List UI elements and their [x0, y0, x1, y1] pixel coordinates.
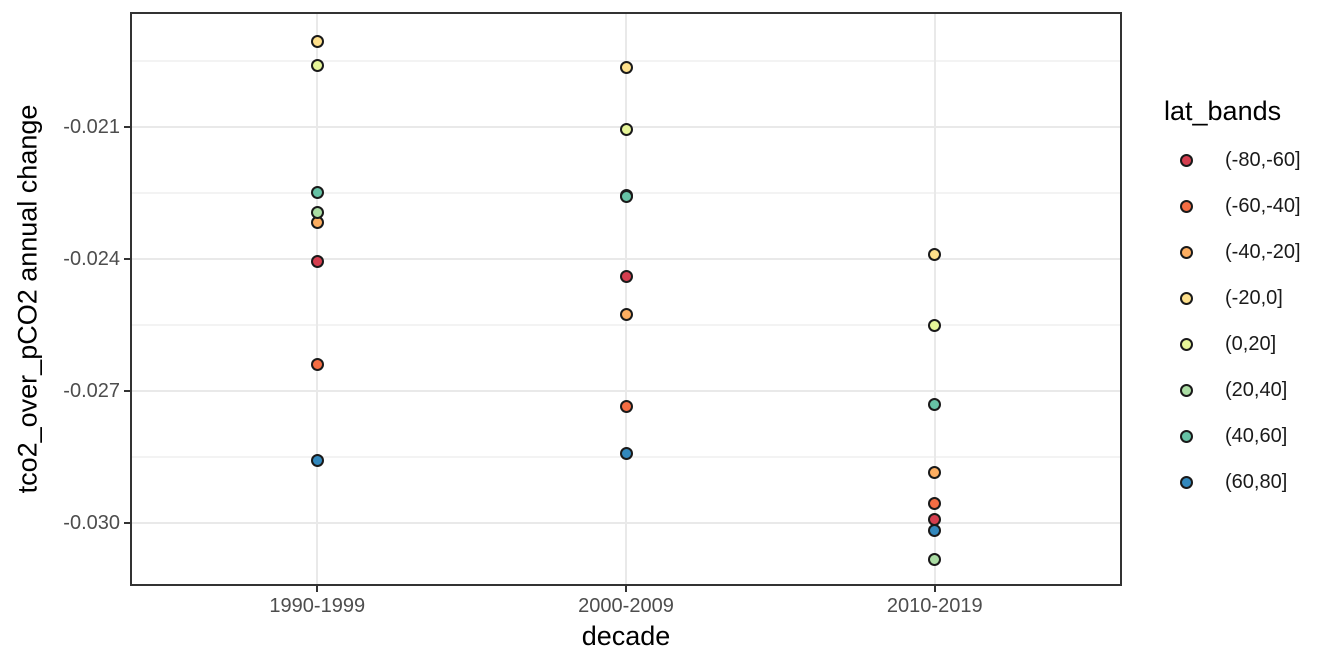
legend-label: (-60,-40] — [1225, 194, 1301, 217]
data-point — [619, 190, 633, 204]
data-point — [928, 318, 942, 332]
category-gridline — [625, 14, 627, 584]
legend-key-circle — [1180, 199, 1193, 213]
data-point — [619, 269, 633, 283]
data-point — [928, 552, 942, 566]
x-axis-tick — [933, 584, 936, 592]
legend-item: (-80,-60] — [1164, 137, 1301, 183]
data-point — [619, 308, 633, 322]
y-axis-tick — [124, 258, 132, 260]
legend-item: (40,60] — [1164, 413, 1287, 459]
legend-label: (-40,-20] — [1225, 240, 1301, 263]
legend-key-circle — [1180, 429, 1193, 443]
y-axis-tick-label: -0.027 — [63, 380, 120, 402]
y-axis-tick-label: -0.030 — [63, 512, 120, 534]
x-axis-tick-label: 2010-2019 — [886, 595, 983, 617]
legend: lat_bands (-80,-60] (-60,-40] (-40,-20] (-2… — [1164, 96, 1339, 493]
legend-title: lat_bands — [1164, 96, 1282, 126]
legend-key-circle — [1180, 153, 1193, 167]
legend-item: (60,80] — [1164, 459, 1287, 505]
data-point — [928, 397, 942, 411]
x-axis-tick-label: 1990-1999 — [269, 595, 366, 617]
y-axis-tick-label: -0.021 — [63, 115, 120, 138]
data-point — [619, 400, 633, 414]
data-point — [928, 247, 942, 261]
category-gridline — [933, 14, 936, 584]
legend-key-circle — [1180, 245, 1193, 259]
legend-item: (-20,0] — [1164, 275, 1283, 321]
legend-key-circle — [1180, 337, 1193, 351]
x-axis-tick-label: 2000-2009 — [578, 595, 674, 617]
x-axis-title: decade — [581, 621, 671, 651]
data-point — [619, 446, 633, 460]
y-axis-tick — [124, 390, 132, 392]
data-point — [310, 254, 324, 268]
legend-label: (20,40] — [1225, 378, 1288, 401]
data-point — [310, 357, 324, 371]
data-point — [310, 186, 324, 200]
y-axis-tick — [124, 125, 132, 128]
x-axis-tick — [316, 584, 319, 592]
legend-item: (-40,-20] — [1164, 229, 1301, 275]
x-axis-tick — [625, 584, 627, 592]
category-gridline — [316, 14, 319, 584]
legend-label: (-20,0] — [1225, 286, 1283, 309]
legend-label: (40,60] — [1225, 424, 1288, 447]
legend-key-circle — [1180, 475, 1193, 489]
data-point — [928, 523, 942, 537]
legend-label: (-80,-60] — [1225, 148, 1301, 171]
data-point — [310, 59, 324, 73]
y-axis-tick — [124, 522, 132, 524]
legend-item: (20,40] — [1164, 367, 1287, 413]
data-point — [928, 496, 942, 510]
data-point — [928, 466, 942, 480]
legend-key-circle — [1180, 383, 1193, 397]
data-point — [619, 122, 633, 136]
legend-item: (-60,-40] — [1164, 183, 1301, 229]
data-point — [310, 206, 324, 220]
data-point — [310, 34, 324, 48]
legend-key-circle — [1180, 291, 1193, 305]
data-point — [310, 453, 324, 467]
legend-item: (0,20] — [1164, 321, 1276, 367]
legend-label: (0,20] — [1225, 332, 1277, 355]
data-point — [619, 60, 633, 74]
y-axis-tick-label: -0.024 — [63, 248, 120, 270]
legend-label: (60,80] — [1225, 470, 1288, 493]
